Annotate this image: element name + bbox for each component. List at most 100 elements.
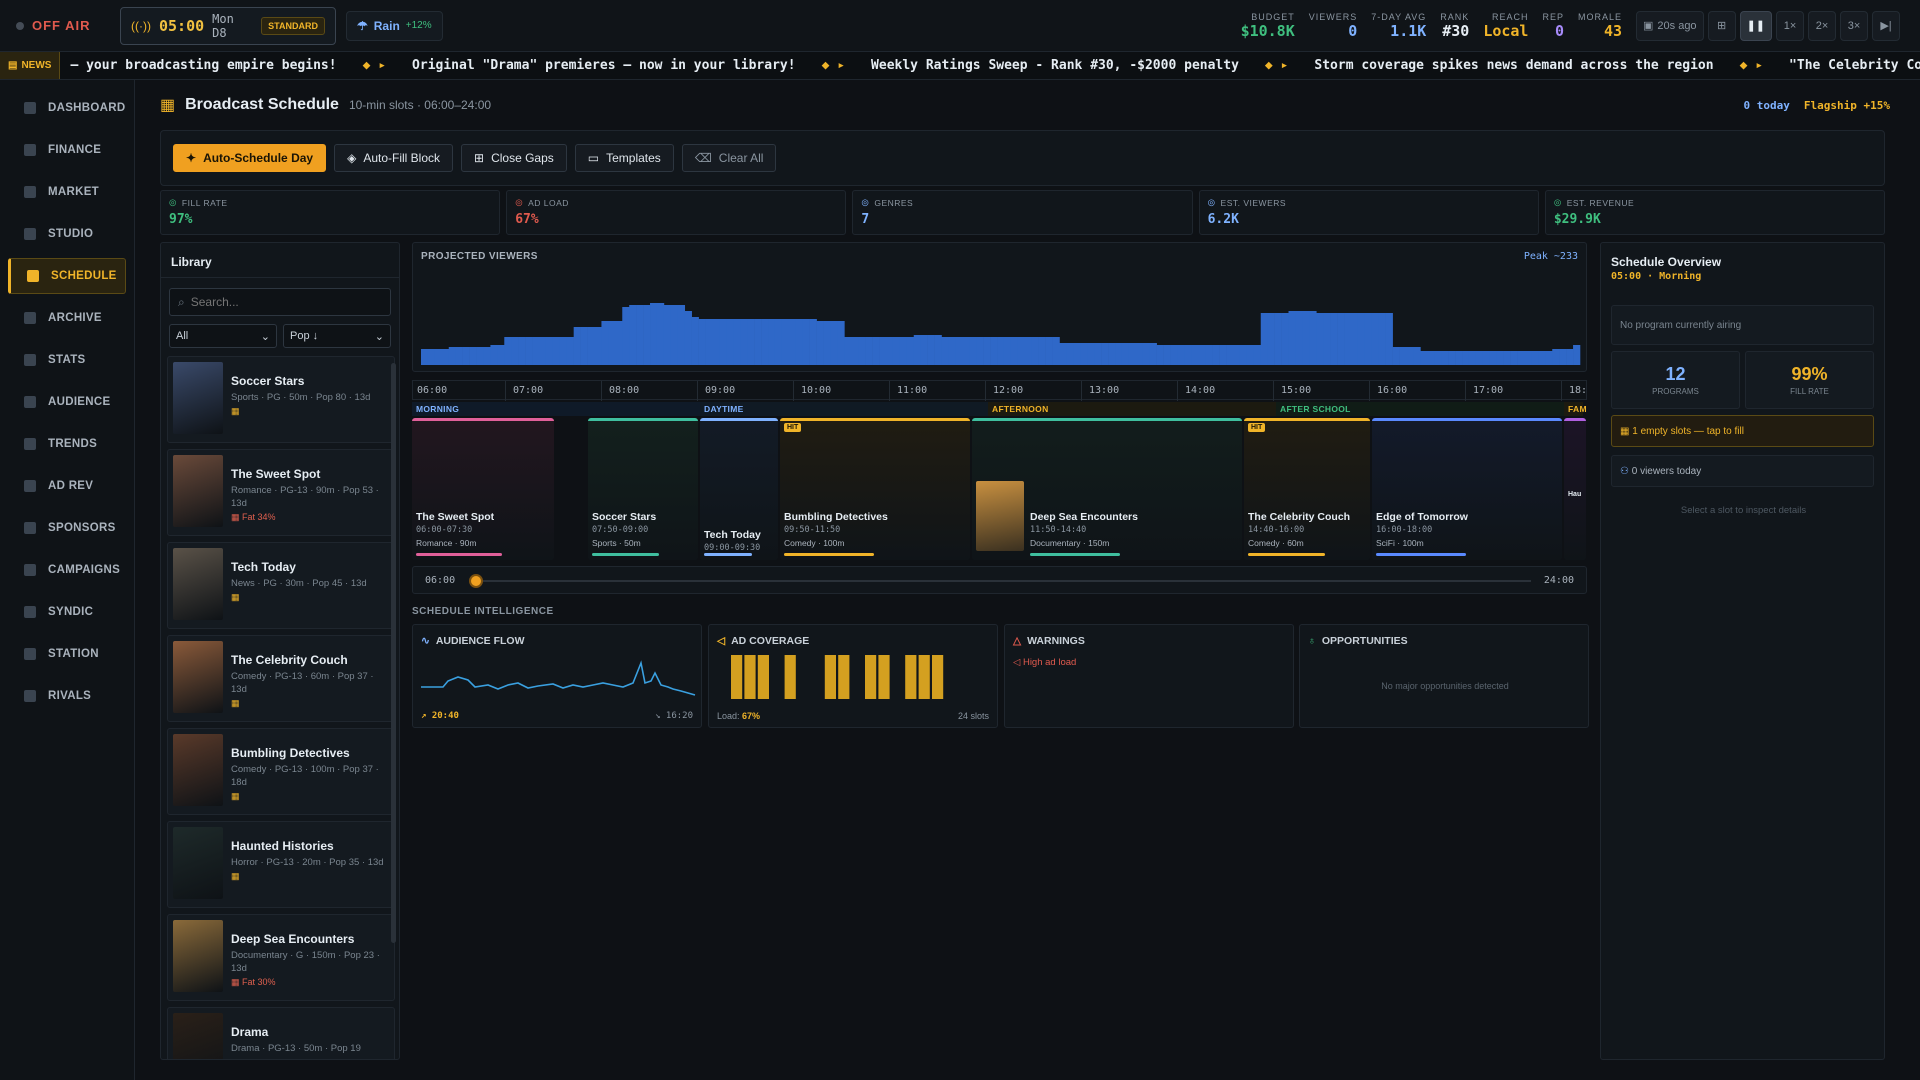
library-item[interactable]: Soccer Stars Sports · PG · 50m · Pop 80 ·… [167,356,395,443]
viewer-bar [1573,345,1581,365]
hour-label: 10:00 [801,385,832,396]
sidebar-item-syndic[interactable]: SYNDIC [8,594,126,630]
fill-rate-label: FILL RATE [1790,387,1829,396]
viewer-bar [1323,313,1331,365]
program-name: Bumbling Detectives [231,746,350,760]
viewer-bar [712,319,720,365]
clear-all-button[interactable]: ⌫ Clear All [681,144,777,172]
sidebar-item-finance[interactable]: FINANCE [8,132,126,168]
sort-filter[interactable]: Pop ↓ ⌄ [283,324,391,348]
calendar-icon: ▦ [231,977,243,987]
sidebar-item-rivals[interactable]: RIVALS [8,678,126,714]
viewer-bar [1024,337,1033,365]
time-scrubber[interactable]: 06:00 24:00 [412,566,1587,594]
viewer-bar [934,335,942,365]
viewer-bar [1017,337,1026,365]
templates-label: Templates [606,151,661,165]
hour-tick [505,381,506,401]
templates-button[interactable]: ▭ Templates [574,144,674,172]
library-item-info: The Sweet Spot Romance · PG-13 · 90m · Po… [231,455,389,530]
stat-value: 0 [1348,21,1358,40]
viewer-bar [1378,313,1386,365]
viewer-bar [1475,351,1484,365]
library-item[interactable]: Deep Sea Encounters Documentary · G · 150… [167,914,395,1001]
schedule-slot[interactable]: HIT The Celebrity Couch 14:40-16:00 Comedy … [1244,418,1370,560]
sidebar-item-schedule[interactable]: SCHEDULE [8,258,126,294]
rain-icon: ☂ [357,18,368,33]
game-clock[interactable]: ((·)) 05:00 Mon D8 STANDARD [120,6,336,45]
sidebar-item-studio[interactable]: STUDIO [8,216,126,252]
schedule-slot[interactable]: The Sweet Spot 06:00-07:30 Romance · 90m [412,418,554,560]
sidebar-item-market[interactable]: MARKET [8,174,126,210]
sidebar-item-station[interactable]: STATION [8,636,126,672]
viewer-bar [559,337,568,365]
pause-button[interactable]: ❚❚ [1739,10,1772,41]
empty-slots: ▦ 1 empty slots — tap to fill [1620,426,1744,437]
speed-1x-button[interactable]: 1× [1776,10,1804,41]
viewer-bar [629,305,637,365]
schedule-slot[interactable]: Soccer Stars 07:50-09:00 Sports · 50m [588,418,698,560]
sidebar-item-audience[interactable]: AUDIENCE [8,384,126,420]
sidebar-item-ad-rev[interactable]: AD REV [8,468,126,504]
slot-progress [1248,553,1325,556]
schedule-slot[interactable]: Tech Today 09:00-09:30 [700,418,778,560]
slot-time: 09:50-11:50 [784,525,841,535]
top-bar: OFF AIR ((·)) 05:00 Mon D8 STANDARD ☂ Ra… [0,0,1920,52]
schedule-slot[interactable]: Edge of Tomorrow 16:00-18:00 SciFi · 100m [1372,418,1562,560]
speed-3x-button[interactable]: 3× [1840,10,1868,41]
speed-2x-button[interactable]: 2× [1808,10,1836,41]
close-gaps-button[interactable]: ⊞ Close Gaps [461,144,567,172]
library-title: Library [161,243,399,278]
audience-flow-card: ∿ AUDIENCE FLOW ↗ 20:40 ↘ 16:20 [412,624,702,728]
sidebar-item-stats[interactable]: STATS [8,342,126,378]
library-item[interactable]: Tech Today News · PG · 30m · Pop 45 · 13d… [167,542,395,629]
viewer-bar [1010,337,1019,365]
schedule-slot[interactable]: Hau [1564,418,1586,560]
sidebar-item-archive[interactable]: ARCHIVE [8,300,126,336]
library-item[interactable]: The Celebrity Couch Comedy · PG-13 · 60m … [167,635,395,722]
program-name: Haunted Histories [231,839,334,853]
viewer-bar [1066,343,1074,365]
schedule-slot[interactable]: Deep Sea Encounters 11:50-14:40 Documentar… [972,418,1242,560]
library-scrollbar[interactable] [391,363,396,943]
opportunities-card: ♁ OPPORTUNITIES No major opportunities de… [1299,624,1589,728]
hour-label: 11:00 [897,385,928,396]
grid-view-button[interactable]: ⊞ [1707,10,1736,41]
sidebar-item-trends[interactable]: TRENDS [8,426,126,462]
scrub-track[interactable] [473,580,1531,582]
search-input[interactable] [190,295,371,309]
save-indicator[interactable]: ▣ 20s ago [1636,10,1704,41]
library-item[interactable]: Drama Drama · PG-13 · 50m · Pop 19 ▦ [167,1007,395,1059]
program-name: The Sweet Spot [231,467,321,481]
viewer-bar [990,337,998,365]
sidebar-item-campaigns[interactable]: CAMPAIGNS [8,552,126,588]
library-item[interactable]: Haunted Histories Horror · PG-13 · 20m · … [167,821,395,908]
sidebar-item-dashboard[interactable]: DASHBOARD [8,90,126,126]
genre-filter[interactable]: All ⌄ [169,324,277,348]
kpi-label-row: ◎ GENRES [861,197,1183,208]
library-item-info: Bumbling Detectives Comedy · PG-13 · 100m… [231,734,389,809]
empty-slots-alert[interactable]: ▦ 1 empty slots — tap to fill [1611,415,1874,447]
auto-schedule-button[interactable]: ✦ Auto-Schedule Day [173,144,327,172]
skip-button[interactable]: ▶| [1872,10,1900,41]
kpi-label: AD LOAD [528,197,569,208]
sidebar-item-label: ARCHIVE [48,312,102,324]
ad-block [932,655,944,699]
slot-title: Soccer Stars [592,511,657,523]
sidebar-item-sponsors[interactable]: SPONSORS [8,510,126,546]
viewer-bar [1073,343,1081,365]
library-search[interactable]: ⌕ [169,288,391,316]
ticker-separator: ◆ ▸ [1264,58,1289,73]
slot-progress [784,553,874,556]
viewer-bar [733,319,741,365]
programs-count: 12 [1665,364,1686,384]
scrub-handle[interactable] [469,574,483,588]
library-item[interactable]: Bumbling Detectives Comedy · PG-13 · 100m… [167,728,395,815]
viewer-bar [865,337,873,365]
stat-morale: MORALE 43 [1578,12,1622,40]
auto-fill-button[interactable]: ◈ Auto-Fill Block [334,144,453,172]
weather-indicator[interactable]: ☂ Rain +12% [346,10,443,41]
library-item[interactable]: The Sweet Spot Romance · PG-13 · 90m · Po… [167,449,395,536]
schedule-slot[interactable]: HIT Bumbling Detectives 09:50-11:50 Comedy … [780,418,970,560]
stat-label: MORALE [1577,11,1622,22]
